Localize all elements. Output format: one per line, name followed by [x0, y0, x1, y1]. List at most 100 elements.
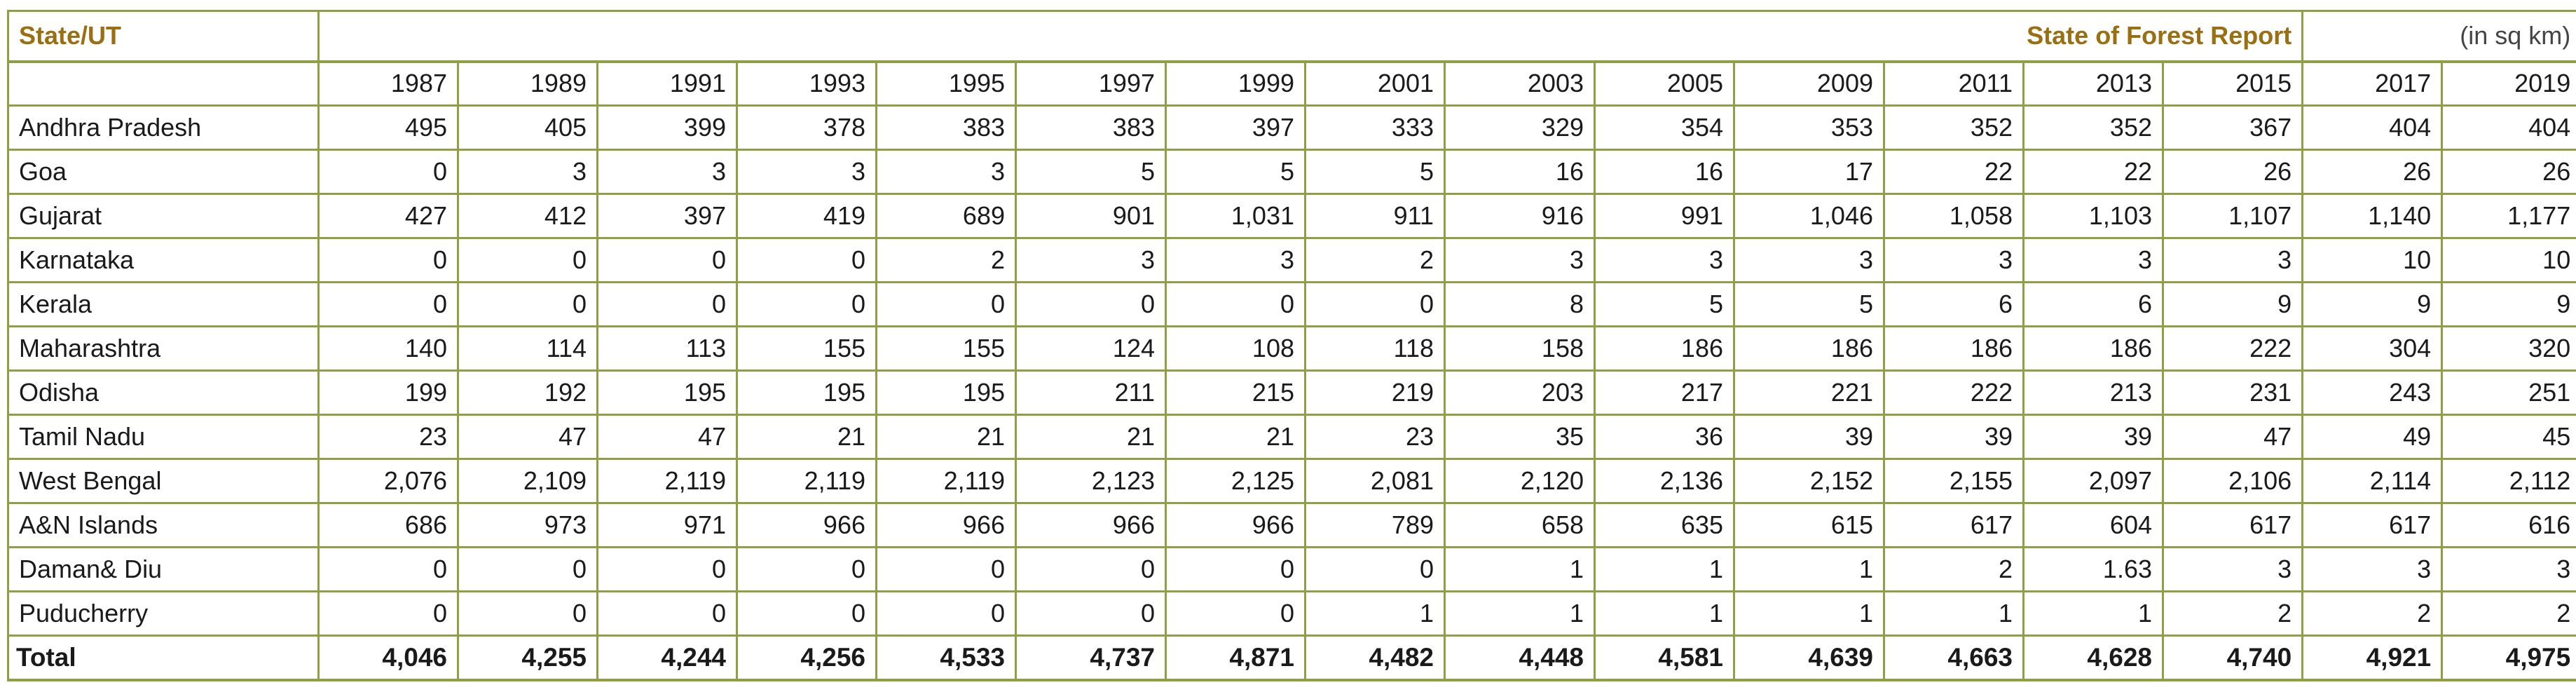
mangrove-cover-table: State/UT State of Forest Report (in sq k… — [7, 10, 2576, 681]
year-header-9: 2005 — [1594, 60, 1735, 107]
cell-value: 1 — [1304, 590, 1446, 637]
cell-value: 658 — [1444, 502, 1596, 548]
cell-value: 39 — [1733, 414, 1885, 460]
cell-value: 22 — [1883, 149, 2025, 195]
cell-value: 49 — [2301, 414, 2444, 460]
cell-value: 26 — [2301, 149, 2444, 195]
total-value: 4,921 — [2301, 635, 2444, 681]
cell-value: 966 — [1165, 502, 1306, 548]
cell-value: 911 — [1304, 193, 1446, 239]
cell-value: 0 — [875, 590, 1017, 637]
total-value: 4,740 — [2161, 635, 2304, 681]
total-value: 4,581 — [1594, 635, 1735, 681]
cell-value: 378 — [736, 104, 877, 151]
cell-value: 2,119 — [875, 458, 1017, 504]
table-row: Andhra Pradesh 495 405 399 378 383 383 397 333 32… — [7, 104, 2576, 151]
cell-value: 36 — [1594, 414, 1735, 460]
cell-value: 1,107 — [2161, 193, 2304, 239]
table-row: Gujarat 427 412 397 419 689 901 1,031 911 916 991 1… — [7, 193, 2576, 239]
cell-value: 211 — [1015, 369, 1167, 416]
cell-value: 971 — [596, 502, 738, 548]
cell-value: 304 — [2301, 325, 2444, 372]
cell-value: 2,119 — [736, 458, 877, 504]
cell-value: 199 — [317, 369, 459, 416]
cell-value: 2,119 — [596, 458, 738, 504]
cell-value: 2 — [875, 237, 1017, 283]
cell-value: 991 — [1594, 193, 1735, 239]
cell-value: 1 — [1883, 590, 2025, 637]
cell-value: 1,058 — [1883, 193, 2025, 239]
year-header-8: 2003 — [1444, 60, 1596, 107]
cell-value: 231 — [2161, 369, 2304, 416]
cell-value: 2,109 — [457, 458, 598, 504]
cell-value: 399 — [596, 104, 738, 151]
cell-value: 0 — [736, 590, 877, 637]
cell-value: 2,076 — [317, 458, 459, 504]
cell-value: 352 — [2022, 104, 2164, 151]
cell-value: 219 — [1304, 369, 1446, 416]
state-ut-header: State/UT — [7, 10, 320, 62]
cell-value: 35 — [1444, 414, 1596, 460]
cell-value: 0 — [596, 237, 738, 283]
state-name: Maharashtra — [7, 325, 320, 372]
cell-value: 26 — [2161, 149, 2304, 195]
cell-value: 412 — [457, 193, 598, 239]
cell-value: 222 — [1883, 369, 2025, 416]
cell-value: 689 — [875, 193, 1017, 239]
cell-value: 789 — [1304, 502, 1446, 548]
total-row: Total 4,046 4,255 4,244 4,256 4,533 4,737 4,871… — [7, 635, 2576, 681]
table-row: Karnataka 0 0 0 0 2 3 3 2 3 3 3 3 3 3 10 10 — [7, 237, 2576, 283]
cell-value: 3 — [457, 149, 598, 195]
total-label: Total — [7, 635, 320, 681]
cell-value: 397 — [1165, 104, 1306, 151]
cell-value: 383 — [1015, 104, 1167, 151]
cell-value: 0 — [1165, 546, 1306, 592]
year-header-1: 1989 — [457, 60, 598, 107]
cell-value: 1,177 — [2441, 193, 2576, 239]
cell-value: 966 — [736, 502, 877, 548]
cell-value: 3 — [596, 149, 738, 195]
cell-value: 0 — [736, 281, 877, 327]
cell-value: 8 — [1444, 281, 1596, 327]
cell-value: 973 — [457, 502, 598, 548]
cell-value: 0 — [1304, 281, 1446, 327]
cell-value: 39 — [2022, 414, 2164, 460]
table-row: Goa 0 3 3 3 3 5 5 5 16 16 17 22 22 26 26 26 — [7, 149, 2576, 195]
cell-value: 9 — [2301, 281, 2444, 327]
state-name: Odisha — [7, 369, 320, 416]
cell-value: 22 — [2022, 149, 2164, 195]
cell-value: 5 — [1594, 281, 1735, 327]
year-header-blank — [7, 60, 320, 107]
cell-value: 686 — [317, 502, 459, 548]
cell-value: 916 — [1444, 193, 1596, 239]
cell-value: 329 — [1444, 104, 1596, 151]
cell-value: 3 — [2161, 546, 2304, 592]
state-name: Goa — [7, 149, 320, 195]
cell-value: 6 — [2022, 281, 2164, 327]
cell-value: 21 — [875, 414, 1017, 460]
cell-value: 604 — [2022, 502, 2164, 548]
cell-value: 2,123 — [1015, 458, 1167, 504]
total-value: 4,639 — [1733, 635, 1885, 681]
cell-value: 427 — [317, 193, 459, 239]
cell-value: 186 — [1733, 325, 1885, 372]
cell-value: 397 — [596, 193, 738, 239]
cell-value: 966 — [1015, 502, 1167, 548]
cell-value: 0 — [736, 546, 877, 592]
cell-value: 0 — [596, 546, 738, 592]
cell-value: 10 — [2301, 237, 2444, 283]
table-row: A&N Islands 686 973 971 966 966 966 966 789 658 63… — [7, 502, 2576, 548]
cell-value: 5 — [1733, 281, 1885, 327]
year-header-13: 2015 — [2161, 60, 2304, 107]
cell-value: 2,112 — [2441, 458, 2576, 504]
cell-value: 192 — [457, 369, 598, 416]
total-value: 4,256 — [736, 635, 877, 681]
cell-value: 2 — [2301, 590, 2444, 637]
cell-value: 0 — [457, 546, 598, 592]
cell-value: 2 — [2441, 590, 2576, 637]
cell-value: 2,106 — [2161, 458, 2304, 504]
cell-value: 3 — [1594, 237, 1735, 283]
cell-value: 404 — [2441, 104, 2576, 151]
state-name: Karnataka — [7, 237, 320, 283]
cell-value: 0 — [317, 281, 459, 327]
